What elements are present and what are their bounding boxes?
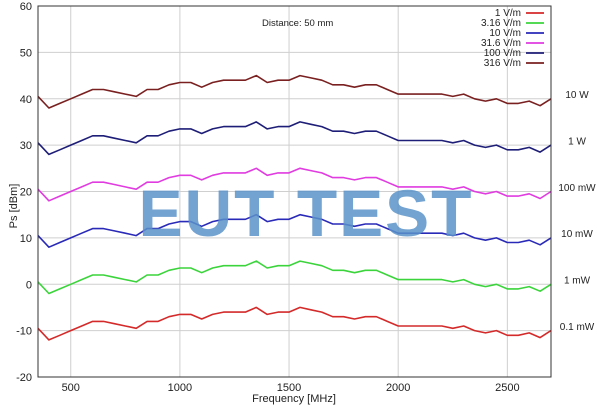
right-label-6: 10 W [565, 90, 589, 101]
x-tick-label: 500 [62, 382, 80, 394]
legend-label-6: 316 V/m [484, 58, 521, 69]
y-axis-label: Ps [dBm] [8, 184, 20, 229]
series-line-5 [37, 121, 552, 156]
y-tick-label: 30 [20, 140, 32, 152]
y-tick-label: 20 [20, 187, 32, 199]
grid [38, 5, 551, 378]
y-tick-label: -20 [16, 372, 32, 384]
legend-label-5: 100 V/m [484, 48, 521, 59]
x-tick-label: 1500 [277, 382, 301, 394]
watermark-text: EUT TEST [138, 176, 473, 250]
series-line-1 [37, 306, 552, 341]
series-line-4 [37, 167, 552, 202]
right-label-4: 100 mW [558, 183, 596, 194]
y-tick-label: 0 [26, 279, 32, 291]
x-tick-label: 2500 [495, 382, 519, 394]
axes [37, 5, 552, 378]
legend-label-1: 1 V/m [495, 8, 521, 19]
y-tick-label: 60 [20, 1, 32, 13]
legend-label-3: 10 V/m [489, 28, 521, 39]
right-label-5: 1 W [568, 136, 586, 147]
series-line-6 [37, 74, 552, 109]
y-tick-label: 50 [20, 47, 32, 59]
y-tick-label: -10 [16, 326, 32, 338]
right-label-3: 10 mW [561, 229, 593, 240]
series-line-2 [37, 260, 552, 295]
x-tick-label: 2000 [386, 382, 410, 394]
ticks: -20 -10 0 10 20 30 40 50 60 500 1000 1500 2000 2500 [16, 1, 519, 394]
series-layer [37, 74, 552, 341]
chart-annotation: Distance: 50 mm [262, 18, 333, 29]
right-label-1: 0.1 mW [560, 322, 595, 333]
plot-frame [37, 5, 552, 378]
y-tick-label: 10 [20, 233, 32, 245]
right-labels: 0.1 mW 1 mW 10 mW 100 mW 1 W 10 W [558, 90, 596, 333]
legend-label-2: 3.16 V/m [481, 18, 521, 29]
x-tick-label: 1000 [168, 382, 192, 394]
y-tick-label: 40 [20, 94, 32, 106]
series-line-3 [37, 213, 552, 248]
right-label-2: 1 mW [564, 276, 591, 287]
x-axis-label: Frequency [MHz] [252, 393, 336, 405]
legend-label-4: 31.6 V/m [481, 38, 521, 49]
